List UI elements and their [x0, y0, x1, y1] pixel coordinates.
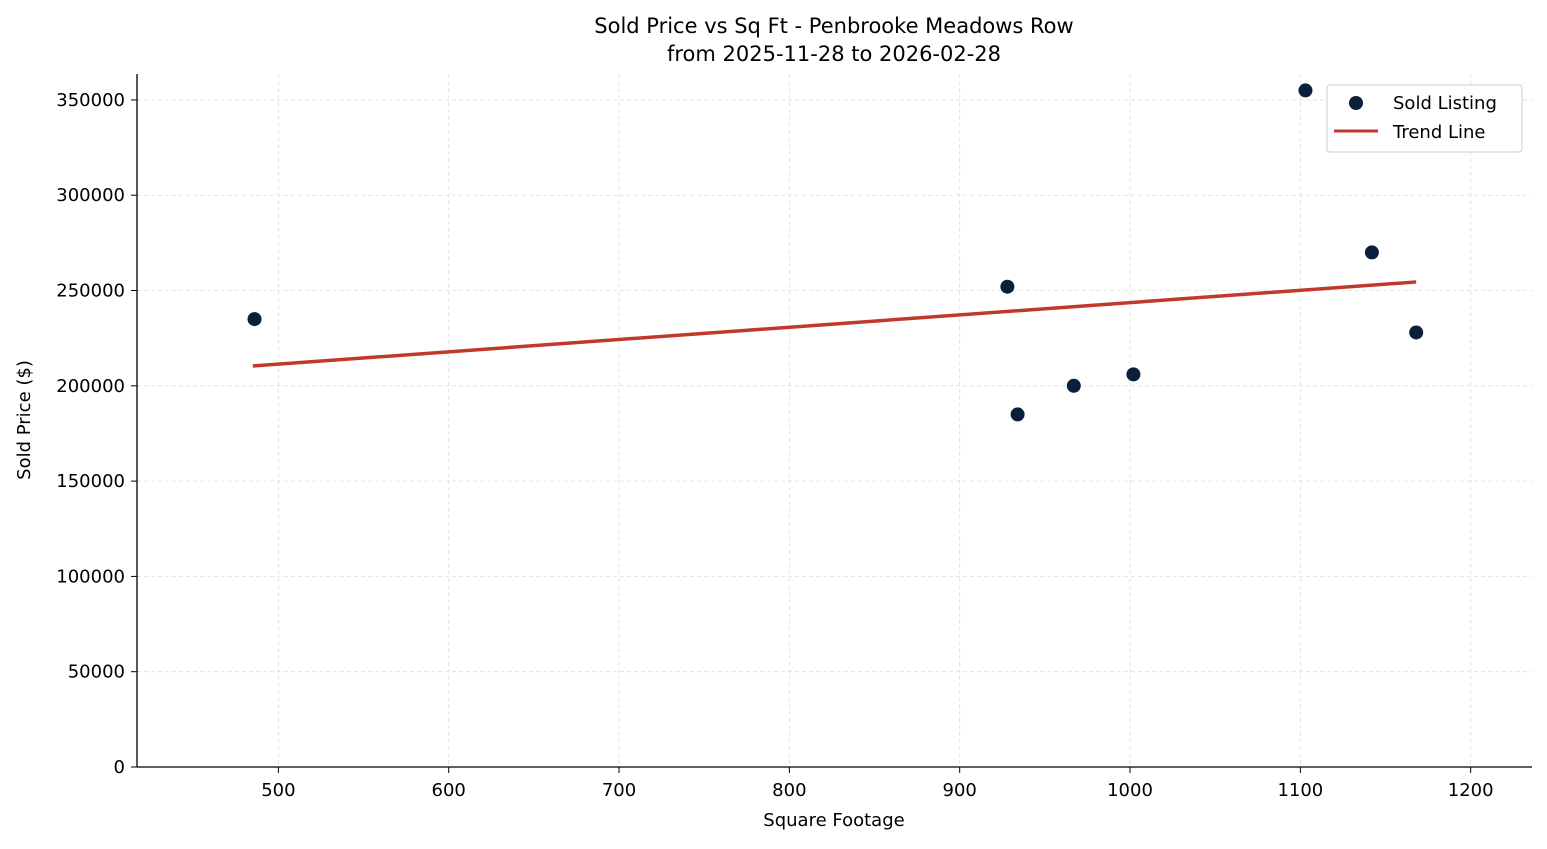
x-tick-label: 700: [602, 780, 636, 801]
x-tick-label: 600: [432, 780, 466, 801]
y-axis-label: Sold Price ($): [14, 360, 35, 480]
data-point: [1126, 367, 1141, 382]
x-axis-label: Square Footage: [763, 810, 904, 831]
chart-subtitle: from 2025-11-28 to 2026-02-28: [667, 42, 1001, 66]
trend-line: [252, 280, 1417, 368]
y-tick-label: 300000: [56, 185, 125, 206]
x-tick-label: 1000: [1107, 780, 1153, 801]
data-point: [1364, 245, 1379, 260]
x-tick-label: 900: [943, 780, 977, 801]
y-tick-label: 200000: [56, 376, 125, 397]
chart-title: Sold Price vs Sq Ft - Penbrooke Meadows …: [594, 14, 1073, 38]
x-tick-label: 800: [772, 780, 806, 801]
y-tick-label: 250000: [56, 281, 125, 302]
marks: [247, 83, 1424, 422]
ticks: 500 600 700 800 900 1000 1100 1200 0 50000 100000 1…: [56, 90, 1493, 801]
legend-marker-sold-listing: [1349, 96, 1363, 110]
x-tick-label: 1100: [1277, 780, 1323, 801]
x-tick-label: 500: [261, 780, 295, 801]
y-tick-label: 350000: [56, 90, 125, 111]
legend: Sold Listing Trend Line: [1326, 84, 1523, 153]
data-point: [247, 312, 262, 327]
data-point: [1409, 325, 1424, 340]
data-point: [1066, 378, 1081, 393]
y-tick-label: 50000: [68, 662, 125, 683]
data-point: [1010, 407, 1025, 422]
y-tick-label: 100000: [56, 566, 125, 587]
legend-label-trend-line: Trend Line: [1392, 122, 1486, 143]
legend-label-sold-listing: Sold Listing: [1393, 93, 1497, 114]
x-tick-label: 1200: [1448, 780, 1494, 801]
grid: [137, 74, 1532, 768]
legend-box: [1326, 84, 1523, 153]
data-point: [1000, 279, 1015, 294]
y-tick-label: 0: [114, 757, 125, 778]
data-point: [1298, 83, 1313, 98]
y-tick-label: 150000: [56, 471, 125, 492]
